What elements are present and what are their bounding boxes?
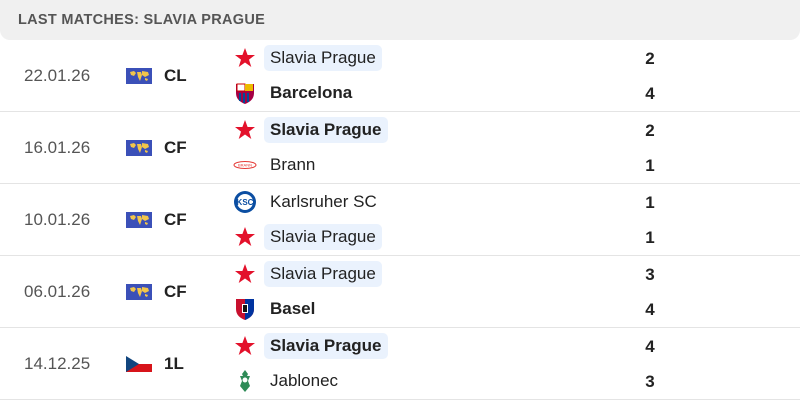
away-score: 4 (645, 84, 655, 103)
home-score: 2 (645, 49, 655, 68)
slavia-star-icon (232, 45, 258, 71)
world-map-flag-icon (126, 140, 152, 156)
team-away[interactable]: BRANN Brann (232, 150, 321, 180)
competition-label: CF (164, 281, 187, 301)
section-header: LAST MATCHES: SLAVIA PRAGUE (0, 0, 800, 40)
slavia-star-icon (232, 261, 258, 287)
match-date: 14.12.25 (24, 353, 91, 373)
barcelona-crest-icon (232, 80, 258, 106)
team-name[interactable]: Slavia Prague (264, 117, 388, 143)
world-map-flag-icon (126, 212, 152, 228)
team-name[interactable]: Slavia Prague (264, 224, 382, 250)
match-row[interactable]: 14.12.25 1L Slavia Prague Jablonec 4 3 (0, 328, 800, 400)
ksc-crest-icon: KSC (232, 189, 258, 215)
competition-label: CL (164, 65, 187, 85)
czech-flag-icon (126, 356, 152, 372)
match-date: 22.01.26 (24, 65, 91, 85)
match-row[interactable]: 06.01.26 CF Slavia Prague Basel 3 4 (0, 256, 800, 328)
team-name[interactable]: Jablonec (270, 371, 339, 390)
team-away[interactable]: Slavia Prague (232, 222, 382, 252)
competition-label: CF (164, 209, 187, 229)
world-map-flag-icon (126, 284, 152, 300)
away-score: 1 (645, 228, 655, 247)
team-away[interactable]: Basel (232, 294, 321, 324)
world-map-flag-icon (126, 68, 152, 84)
jablonec-crest-icon (232, 368, 258, 394)
competition-label: 1L (164, 353, 184, 373)
team-away[interactable]: Barcelona (232, 78, 358, 108)
home-score: 1 (645, 193, 655, 212)
match-row[interactable]: 16.01.26 CF Slavia Prague BRANN Brann 2 … (0, 112, 800, 184)
brann-crest-icon: BRANN (232, 152, 258, 178)
match-date: 16.01.26 (24, 137, 91, 157)
home-score: 4 (645, 337, 655, 356)
away-score: 4 (645, 300, 655, 319)
svg-text:BRANN: BRANN (238, 163, 252, 168)
team-name[interactable]: Basel (270, 299, 316, 318)
team-home[interactable]: Slavia Prague (232, 115, 388, 145)
slavia-star-icon (232, 117, 258, 143)
away-score: 1 (645, 156, 655, 175)
header-title: LAST MATCHES: SLAVIA PRAGUE (18, 12, 266, 28)
svg-text:KSC: KSC (237, 198, 254, 207)
slavia-star-icon (232, 224, 258, 250)
basel-crest-icon (232, 296, 258, 322)
team-name[interactable]: Slavia Prague (264, 45, 382, 71)
competition-label: CF (164, 137, 187, 157)
team-home[interactable]: KSC Karlsruher SC (232, 187, 383, 217)
team-home[interactable]: Slavia Prague (232, 43, 382, 73)
home-score: 2 (645, 121, 655, 140)
team-name[interactable]: Slavia Prague (264, 261, 382, 287)
slavia-star-icon (232, 333, 258, 359)
team-name[interactable]: Karlsruher SC (270, 192, 377, 211)
team-home[interactable]: Slavia Prague (232, 259, 382, 289)
team-name[interactable]: Slavia Prague (264, 333, 388, 359)
team-away[interactable]: Jablonec (232, 366, 344, 396)
match-row[interactable]: 22.01.26 CL Slavia Prague Barcelona 2 4 (0, 40, 800, 112)
team-home[interactable]: Slavia Prague (232, 331, 388, 361)
team-name[interactable]: Barcelona (270, 83, 353, 102)
match-date: 10.01.26 (24, 209, 91, 229)
away-score: 3 (645, 372, 655, 391)
match-row[interactable]: 10.01.26 CF KSC Karlsruher SC Slavia Pra… (0, 184, 800, 256)
home-score: 3 (645, 265, 655, 284)
match-date: 06.01.26 (24, 281, 91, 301)
team-name[interactable]: Brann (270, 155, 316, 174)
